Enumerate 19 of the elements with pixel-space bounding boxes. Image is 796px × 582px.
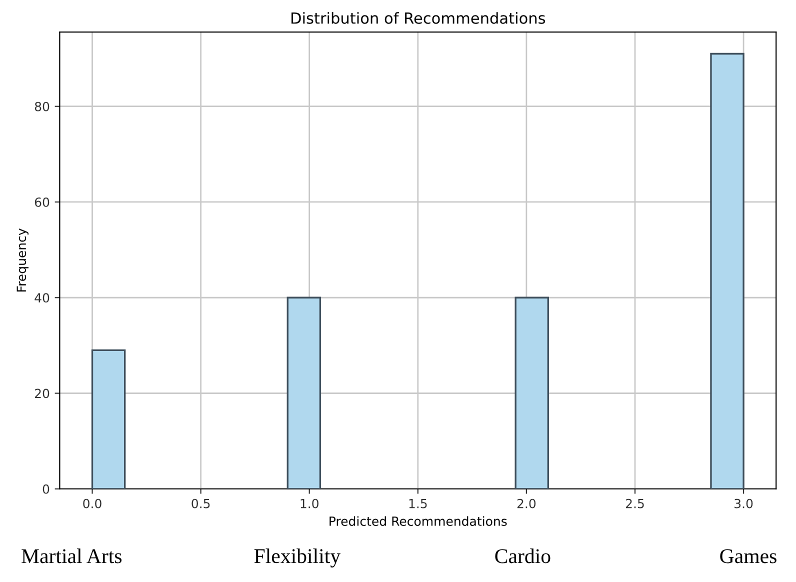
y-tick-label: 40 (34, 293, 50, 303)
text: Flexibility (254, 548, 340, 568)
y-tick-label: 20 (34, 388, 50, 398)
x-tick-label: 2.0 (517, 498, 536, 508)
x-axis-title: Predicted Recommendations (330, 516, 507, 526)
y-tick-label: 80 (34, 102, 50, 112)
x-tick-label: 0.5 (192, 498, 210, 508)
y-tick-label: 60 (34, 197, 50, 207)
text: Cardio (495, 548, 550, 564)
x-tick-label: 1.0 (300, 498, 318, 508)
y-tick-label: 0 (42, 484, 50, 494)
text: Martial Arts (22, 548, 122, 564)
chart-title: Distribution of Recommendations (292, 12, 546, 24)
y-axis-title: Frequency (16, 228, 29, 292)
x-tick-label: 0.0 (83, 498, 102, 508)
text: Games (720, 549, 776, 564)
x-tick-label: 1.5 (409, 498, 427, 508)
x-tick-label: 2.5 (626, 498, 644, 508)
x-tick-label: 3.0 (734, 498, 753, 508)
